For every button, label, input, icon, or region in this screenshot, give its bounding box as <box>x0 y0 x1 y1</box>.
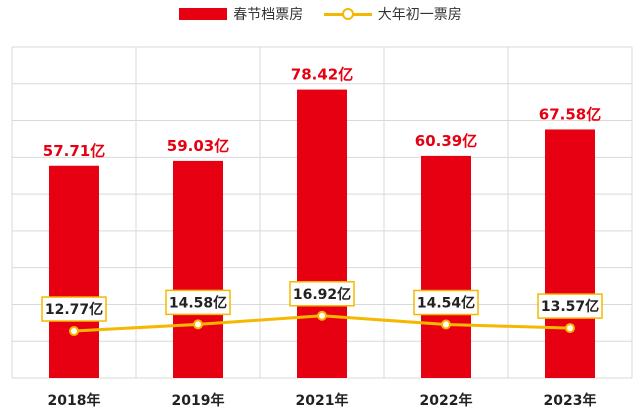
line-value-label: 12.77亿 <box>45 301 103 318</box>
legend: 春节档票房 大年初一票房 <box>0 4 641 24</box>
bar-value-label: 59.03亿 <box>167 137 229 155</box>
line-point <box>317 310 327 321</box>
line-point <box>565 323 575 334</box>
x-tick-label: 2022年 <box>420 392 473 409</box>
legend-line-swatch <box>323 8 372 20</box>
legend-bar-swatch <box>179 8 228 20</box>
line-value-box <box>165 289 231 316</box>
x-tick-label: 2021年 <box>296 392 349 409</box>
x-tick-label: 2019年 <box>172 392 225 409</box>
x-tick-label: 2023年 <box>544 392 597 409</box>
line-value-label: 13.57亿 <box>541 298 599 315</box>
legend-item-bar: 春节档票房 <box>179 4 303 24</box>
line-value-label: 14.58亿 <box>169 294 227 311</box>
bar-2021年 <box>297 89 347 378</box>
line-point <box>69 326 79 337</box>
x-tick-label: 2018年 <box>48 392 101 409</box>
bar-value-label: 60.39亿 <box>415 132 477 150</box>
bar-2018年 <box>49 165 99 378</box>
bar-value-label: 78.42亿 <box>291 66 353 84</box>
line-point <box>193 319 203 330</box>
line-point <box>441 319 451 330</box>
line-value-box <box>289 281 355 307</box>
line-value-box <box>537 293 603 319</box>
bar-2019年 <box>173 160 223 378</box>
line-value-label: 14.54亿 <box>417 295 475 312</box>
legend-line-label: 大年初一票房 <box>377 7 462 23</box>
line-value-box <box>413 289 479 316</box>
bar-value-label: 57.71亿 <box>43 142 105 160</box>
bar-2022年 <box>421 155 471 378</box>
line-value-label: 16.92亿 <box>293 286 351 303</box>
bar-2023年 <box>545 129 595 378</box>
line-value-box <box>41 296 107 322</box>
legend-bar-label: 春节档票房 <box>233 7 304 23</box>
bar-value-label: 67.58亿 <box>539 105 601 123</box>
legend-item-line: 大年初一票房 <box>323 4 462 24</box>
